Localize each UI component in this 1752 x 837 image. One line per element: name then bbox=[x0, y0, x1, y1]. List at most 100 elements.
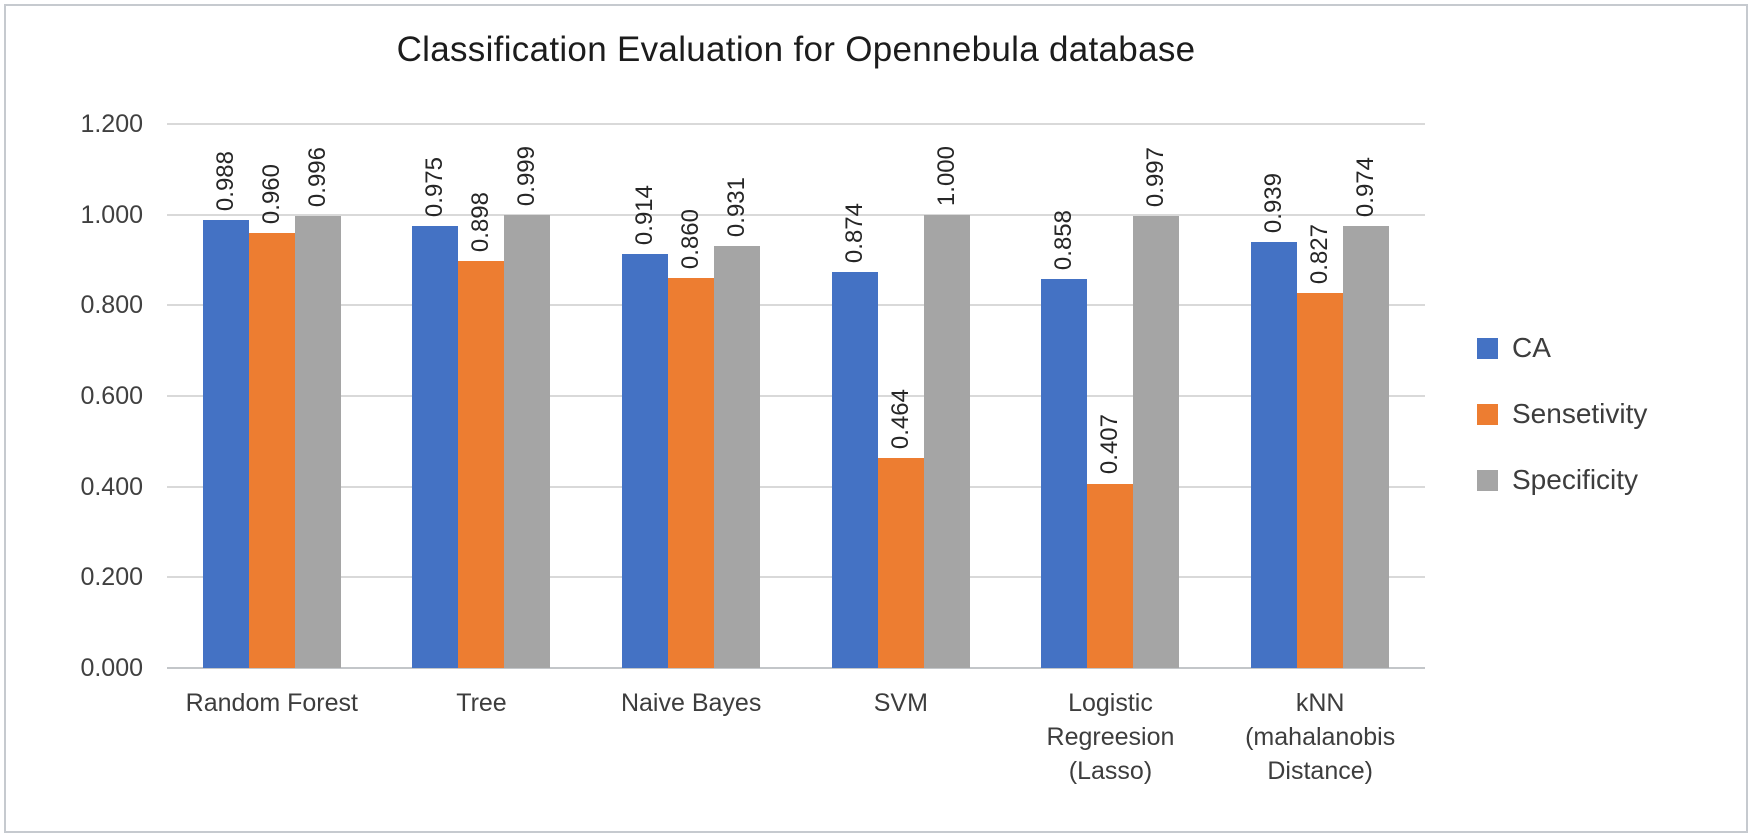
bar-specificity: 0.997 bbox=[1133, 147, 1180, 668]
bar-sensetivity: 0.464 bbox=[877, 389, 924, 668]
bar-value-label: 0.407 bbox=[1096, 414, 1124, 474]
bar-value-text: 0.858 bbox=[1050, 209, 1078, 271]
gridline bbox=[167, 576, 1425, 579]
bar-value-label: 0.858 bbox=[1050, 210, 1078, 270]
bar-rect bbox=[668, 278, 715, 668]
bar-sensetivity: 0.407 bbox=[1087, 414, 1134, 668]
bar-value-text: 0.874 bbox=[840, 202, 868, 263]
legend-item: CA bbox=[1477, 332, 1647, 363]
bar-specificity: 0.999 bbox=[504, 146, 551, 668]
bar-value-text: 0.464 bbox=[886, 388, 914, 449]
bar-rect bbox=[294, 216, 341, 668]
y-axis: 1.200 1.000 0.800 0.600 0.400 0.200 0.000 bbox=[0, 110, 143, 682]
bar-value-text: 0.939 bbox=[1260, 173, 1288, 234]
y-tick-label: 1.000 bbox=[80, 200, 143, 229]
gridline bbox=[167, 667, 1425, 669]
bar-value-text: 0.988 bbox=[211, 151, 239, 212]
bar-value-label: 0.999 bbox=[513, 146, 541, 206]
bar-sensetivity: 0.860 bbox=[668, 209, 715, 668]
bar-value-label: 0.960 bbox=[258, 164, 286, 224]
legend-item: Sensetivity bbox=[1477, 398, 1648, 429]
bar-specificity: 0.931 bbox=[714, 177, 761, 668]
x-axis-label: kNN (mahalanobis Distance) bbox=[1245, 689, 1396, 785]
bar-group: 0.975 0.898 0.999 bbox=[377, 124, 587, 668]
gridline bbox=[167, 485, 1425, 488]
gridline bbox=[167, 395, 1425, 397]
bar-ca: 0.988 bbox=[202, 151, 249, 668]
y-tick-label: 0.800 bbox=[80, 291, 143, 320]
bar-group: 0.939 0.827 0.974 bbox=[1215, 124, 1425, 668]
bar-ca: 0.939 bbox=[1251, 173, 1298, 668]
y-tick-label: 0.600 bbox=[80, 382, 143, 410]
bar-rect bbox=[504, 215, 551, 668]
bar-value-label: 0.914 bbox=[631, 185, 659, 245]
bar-value-text: 0.996 bbox=[303, 147, 331, 208]
gridline bbox=[167, 213, 1425, 216]
y-tick-label: 0.200 bbox=[80, 563, 143, 592]
legend-label: CA bbox=[1512, 332, 1551, 363]
bar-rect bbox=[714, 245, 761, 668]
bar-rect bbox=[1087, 483, 1134, 668]
x-axis-label: SVM bbox=[873, 689, 928, 717]
bar-ca: 0.914 bbox=[622, 185, 669, 668]
bar-rect bbox=[412, 226, 459, 668]
legend: CA Sensetivity Specificity bbox=[1477, 332, 1648, 495]
bar-sensetivity: 0.960 bbox=[248, 164, 295, 668]
bar-value-text: 0.997 bbox=[1142, 146, 1170, 208]
bar-value-label: 0.975 bbox=[421, 157, 449, 217]
bar-value-label: 0.464 bbox=[887, 389, 915, 449]
y-tick-label: 0.400 bbox=[80, 472, 143, 501]
bar-value-text: 0.407 bbox=[1096, 414, 1124, 475]
bar-rect bbox=[622, 253, 669, 668]
plot-area: 0.988 0.960 0.996 0.975 0.898 0.999 0.914 0.860… bbox=[167, 123, 1425, 669]
bar-value-label: 0.827 bbox=[1306, 224, 1334, 284]
bar-ca: 0.975 bbox=[412, 157, 459, 668]
legend-label: Sensetivity bbox=[1512, 398, 1648, 429]
gridline bbox=[167, 304, 1425, 307]
bar-rect bbox=[1343, 226, 1390, 668]
bar-rect bbox=[248, 232, 295, 668]
bar-sensetivity: 0.827 bbox=[1297, 224, 1344, 668]
x-axis-label: Random Forest bbox=[185, 689, 358, 717]
bar-value-text: 0.827 bbox=[1306, 224, 1334, 285]
bar-specificity: 0.996 bbox=[294, 147, 341, 668]
bar-value-text: 0.914 bbox=[631, 184, 659, 245]
bar-specificity: 0.974 bbox=[1343, 157, 1390, 668]
bar-rect bbox=[1041, 279, 1088, 668]
bar-value-text: 0.974 bbox=[1352, 157, 1380, 218]
bar-value-label: 0.874 bbox=[841, 203, 869, 263]
y-tick-label: 1.200 bbox=[80, 110, 143, 138]
bar-group: 0.858 0.407 0.997 bbox=[1006, 124, 1216, 668]
bar-rect bbox=[1251, 242, 1298, 668]
bar-rect bbox=[202, 220, 249, 668]
legend-swatch-sensetivity bbox=[1477, 403, 1498, 425]
bar-value-label: 0.974 bbox=[1352, 157, 1380, 217]
bar-rect bbox=[877, 457, 924, 668]
bar-group: 0.988 0.960 0.996 bbox=[167, 124, 377, 668]
bar-value-label: 0.996 bbox=[304, 147, 332, 207]
bar-rect bbox=[923, 214, 970, 668]
bar-value-label: 0.997 bbox=[1142, 147, 1170, 207]
bar-rect bbox=[1297, 293, 1344, 668]
bar-group: 0.914 0.860 0.931 bbox=[586, 124, 796, 668]
bar-sensetivity: 0.898 bbox=[458, 192, 505, 668]
bar-ca: 0.858 bbox=[1041, 210, 1088, 668]
bar-value-label: 0.898 bbox=[467, 192, 495, 252]
bar-rect bbox=[1133, 216, 1180, 668]
bar-value-text: 0.860 bbox=[677, 209, 705, 270]
y-tick-label: 0.000 bbox=[80, 654, 143, 682]
bar-value-text: 0.898 bbox=[467, 191, 495, 252]
gridline bbox=[167, 123, 1425, 125]
chart-title: Classification Evaluation for Opennebula… bbox=[396, 30, 1196, 69]
bar-ca: 0.874 bbox=[831, 203, 878, 668]
x-axis-label: Logistic Regreesion (Lasso) bbox=[1046, 689, 1175, 785]
x-axis-label: Naive Bayes bbox=[620, 689, 762, 717]
x-axis-label: Tree bbox=[456, 689, 507, 717]
x-axis: Random Forest Tree Naive Bayes SVM Logistic … bbox=[167, 686, 1425, 826]
legend-label: Specificity bbox=[1512, 464, 1639, 495]
legend-item: Specificity bbox=[1477, 464, 1647, 495]
legend-swatch-specificity bbox=[1477, 469, 1498, 491]
bar-value-label: 0.860 bbox=[677, 209, 705, 269]
bar-value-label: 0.939 bbox=[1260, 173, 1288, 233]
